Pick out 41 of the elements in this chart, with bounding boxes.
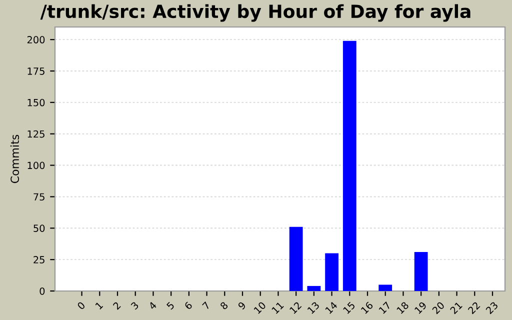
x-tick-label: 13 [307,301,320,314]
y-tick-label: 200 [27,36,45,44]
x-tick-label: 4 [148,301,157,310]
y-axis-title: Commits [10,134,20,184]
x-tick-label: 6 [184,301,193,310]
bar [307,286,321,291]
x-tick-label: 21 [450,301,462,314]
y-tick-label: 150 [28,98,45,106]
y-tick-label: 25 [34,256,44,264]
x-tick-label: 23 [485,301,498,314]
x-tick-label: 8 [220,301,228,310]
bar [342,40,356,291]
x-tick-label: 22 [468,302,480,314]
x-tick-label: 5 [166,302,175,310]
bar [325,253,338,291]
bar [289,226,303,291]
y-tick-label: 50 [34,224,45,232]
x-tick-label: 18 [396,301,410,314]
x-tick-label: 10 [254,301,266,314]
x-tick-label: 15 [342,302,356,314]
x-tick-label: 9 [238,301,246,310]
x-tick-label: 16 [360,301,374,314]
y-tick-label: 125 [28,130,44,138]
y-tick-label: 100 [28,162,45,170]
bar [414,252,428,291]
y-tick-label: 0 [40,287,45,295]
x-tick-label: 19 [414,301,427,314]
x-tick-label: 20 [432,301,445,314]
x-tick-label: 11 [271,302,284,314]
x-tick-label: 7 [202,302,210,310]
x-tick-label: 12 [289,302,302,314]
x-tick-label: 3 [130,301,139,310]
x-tick-label: 17 [378,302,392,314]
x-tick-label: 14 [325,301,338,314]
bar [378,284,392,291]
x-tick-label: 1 [95,302,104,310]
y-tick-label: 175 [28,68,44,75]
x-tick-label: 0 [76,301,86,310]
y-tick-label: 75 [34,193,44,201]
chart-title: /trunk/src: Activity by Hour of Day for ayla [40,4,470,22]
x-tick-label: 2 [112,302,121,310]
